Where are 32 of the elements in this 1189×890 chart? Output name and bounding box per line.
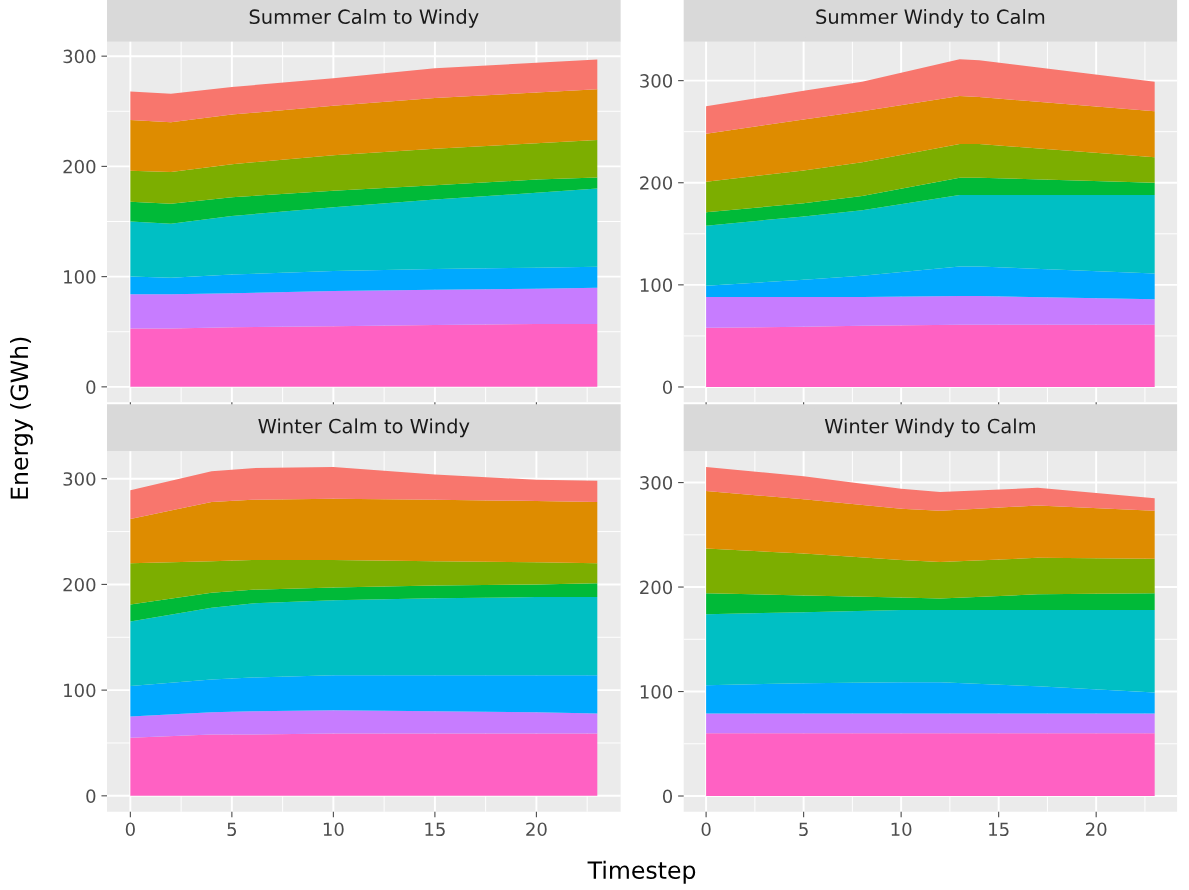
x-tick-label: 10: [323, 822, 344, 837]
y-tick-label: 0: [86, 789, 96, 803]
x-axis-title: Timestep: [587, 860, 696, 884]
y-tick-label: 300: [640, 476, 673, 490]
x-tick-label: 10: [891, 822, 912, 837]
chart-title: Winter Calm to Windy: [258, 418, 470, 438]
y-tick-label: 100: [640, 278, 673, 292]
y-tick-label: 100: [640, 684, 673, 699]
x-tick-label: 15: [989, 822, 1009, 837]
y-tick-label: 0: [86, 380, 96, 394]
y-tick-label: 200: [640, 580, 673, 595]
y-tick-label: 0: [662, 380, 673, 395]
y-tick-label: 200: [63, 577, 96, 592]
y-tick-label: 0: [662, 789, 673, 804]
y-tick-label: 100: [64, 683, 96, 698]
x-tick-label: 5: [227, 822, 237, 837]
chart-title: Summer Calm to Windy: [249, 8, 479, 28]
y-tick-label: 300: [640, 74, 673, 88]
x-tick-label: 15: [425, 822, 445, 837]
chart-title: Winter Windy to Calm: [824, 418, 1035, 438]
chart-title: Summer Windy to Calm: [816, 8, 1045, 28]
y-tick-label: 300: [63, 49, 96, 64]
y-tick-label: 100: [64, 270, 96, 284]
x-tick-label: 0: [125, 822, 135, 837]
y-axis-title: Energy (GWh): [9, 337, 33, 499]
x-tick-label: 0: [701, 822, 711, 837]
y-tick-label: 300: [63, 472, 96, 486]
y-tick-label: 200: [640, 176, 673, 190]
y-tick-label: 200: [63, 159, 96, 174]
x-tick-label: 5: [799, 822, 808, 837]
x-tick-label: 20: [1086, 822, 1107, 837]
x-tick-label: 20: [526, 822, 547, 837]
